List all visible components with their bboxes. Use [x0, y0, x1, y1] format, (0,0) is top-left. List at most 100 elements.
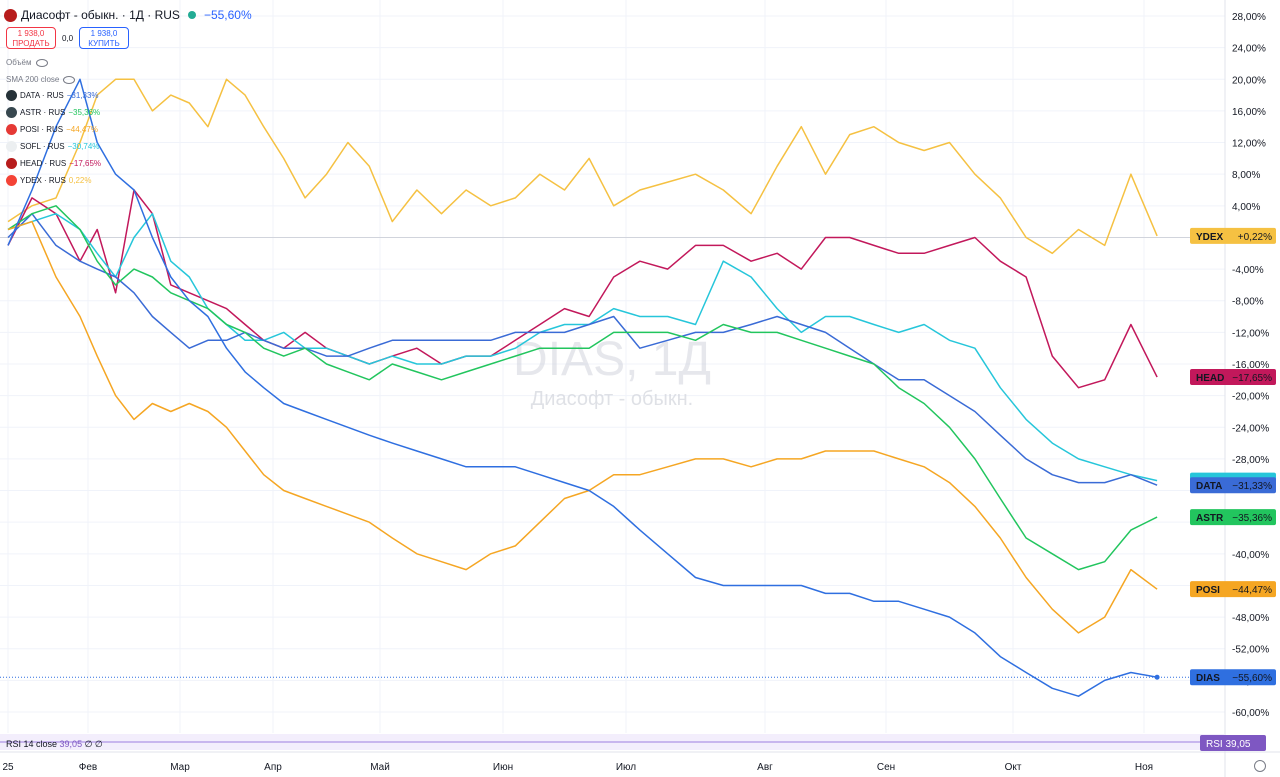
legend-label: HEAD · RUS — [20, 159, 67, 168]
sell-label: ПРОДАТЬ — [12, 39, 50, 48]
POSI-icon — [6, 124, 17, 135]
legend-item-astr[interactable]: ASTR · RUS −35,36% — [6, 107, 100, 118]
legend-label: SOFL · RUS — [20, 142, 65, 151]
watermark-subtitle: Диасофт - обыкн. — [531, 388, 693, 410]
axis-label-name-dias: DIAS — [1196, 673, 1220, 684]
legend-item-ydex[interactable]: YDEX · RUS 0,22% — [6, 175, 91, 186]
y-tick-label: -24,00% — [1232, 423, 1269, 434]
legend-value: −30,74% — [67, 142, 100, 151]
y-tick-label: 4,00% — [1232, 202, 1260, 213]
y-tick-label: -40,00% — [1232, 550, 1269, 561]
x-tick-label: Июл — [616, 762, 636, 773]
axis-label-value-astr: −35,36% — [1232, 513, 1272, 524]
rsi-axis-label-bg — [1200, 735, 1266, 751]
x-tick-label: Мар — [170, 762, 190, 773]
series-line-data[interactable] — [7, 212, 1158, 486]
market-status-icon — [187, 11, 196, 19]
y-tick-label: 20,00% — [1232, 75, 1266, 86]
hidden-eye-icon[interactable] — [35, 58, 48, 67]
legend-label: DATA · RUS — [20, 91, 64, 100]
legend-value: 0,22% — [68, 176, 92, 185]
legend-value: −31,33% — [66, 91, 99, 100]
axis-label-value-dias: −55,60% — [1232, 673, 1272, 684]
SOFL-icon — [6, 141, 17, 152]
axis-label-bg-astr — [1190, 509, 1276, 526]
y-tick-label: -60,00% — [1232, 708, 1269, 719]
y-tick-label: 16,00% — [1232, 107, 1266, 118]
rsi-extra: ∅ ∅ — [84, 739, 103, 749]
axis-label-value-ydex: +0,22% — [1238, 232, 1272, 243]
buy-button[interactable]: 1 938,0 КУПИТЬ — [79, 27, 129, 49]
y-tick-label: 28,00% — [1232, 12, 1266, 23]
symbol-change: −55,60% — [203, 8, 252, 22]
axis-label-value-head: −17,65% — [1232, 373, 1272, 384]
legend-item-posi[interactable]: POSI · RUS −44,47% — [6, 124, 98, 135]
series-line-astr[interactable] — [7, 205, 1158, 571]
y-tick-label: -52,00% — [1232, 645, 1269, 656]
sma-indicator[interactable]: SMA 200 close — [6, 75, 76, 84]
legend-value: −17,65% — [69, 159, 102, 168]
symbol-header[interactable]: Диасофт - обыкн. · 1Д · RUS −55,60% — [4, 8, 252, 22]
axis-label-name-ydex: YDEX — [1196, 232, 1224, 243]
x-tick-label: Сен — [877, 762, 895, 773]
x-tick-label: Май — [370, 762, 390, 773]
y-tick-label: 8,00% — [1232, 170, 1260, 181]
legend-label: YDEX · RUS — [20, 176, 66, 185]
HEAD-icon — [6, 158, 17, 169]
axis-label-name-head: HEAD — [1196, 373, 1224, 384]
legend-item-data[interactable]: DATA · RUS −31,33% — [6, 90, 99, 101]
y-tick-label: 12,00% — [1232, 139, 1266, 150]
legend-item-sofl[interactable]: SOFL · RUS −30,74% — [6, 141, 99, 152]
axis-label-bg-data — [1190, 477, 1276, 494]
axis-label-name-astr: ASTR — [1196, 513, 1224, 524]
axis-label-value-posi: −44,47% — [1232, 585, 1272, 596]
rsi-axis-label: RSI 39,05 — [1206, 739, 1251, 750]
legend-value: −44,47% — [66, 125, 98, 134]
x-tick-label: Авг — [757, 762, 773, 773]
legend-label: ASTR · RUS — [20, 108, 66, 117]
hidden-eye-icon[interactable] — [63, 75, 76, 84]
y-tick-label: -8,00% — [1232, 297, 1264, 308]
buy-price: 1 938,0 — [90, 29, 118, 38]
x-tick-label: Ноя — [1135, 762, 1153, 773]
watermark-title: DIAS, 1Д — [513, 333, 711, 386]
axis-label-name-data: DATA — [1196, 481, 1222, 492]
volume-indicator[interactable]: Объём — [6, 58, 48, 67]
axis-label-bg-head — [1190, 369, 1276, 386]
rsi-label: RSI 14 close — [6, 739, 58, 749]
series-line-sofl[interactable] — [7, 212, 1158, 482]
sell-price: 1 938,0 — [17, 29, 45, 38]
sma-label: SMA 200 close — [6, 75, 60, 84]
y-tick-label: -28,00% — [1232, 455, 1269, 466]
x-tick-label: Окт — [1005, 762, 1022, 773]
x-tick-label: Апр — [264, 762, 282, 773]
DATA-icon — [6, 90, 17, 101]
x-tick-label: Июн — [493, 762, 513, 773]
axis-label-bg-dias — [1190, 669, 1276, 686]
volume-label: Объём — [6, 58, 32, 67]
y-tick-label: 24,00% — [1232, 44, 1266, 55]
legend-item-head[interactable]: HEAD · RUS −17,65% — [6, 158, 101, 169]
y-tick-label: -20,00% — [1232, 392, 1269, 403]
y-tick-label: -12,00% — [1232, 328, 1269, 339]
series-line-dias[interactable] — [7, 78, 1158, 697]
y-tick-label: -4,00% — [1232, 265, 1264, 276]
axis-label-value-data: −31,33% — [1232, 481, 1272, 492]
symbol-title: Диасофт - обыкн. · 1Д · RUS — [21, 8, 180, 22]
axis-label-name-posi: POSI — [1196, 585, 1220, 596]
settings-icon[interactable] — [1254, 760, 1266, 772]
rsi-legend[interactable]: RSI 14 close 39,05 ∅ ∅ — [6, 739, 103, 750]
legend-value: −35,36% — [68, 108, 101, 117]
ASTR-icon — [6, 107, 17, 118]
series-line-posi[interactable] — [7, 220, 1158, 634]
spread-value: 0,0 — [62, 34, 74, 43]
series-line-ydex[interactable] — [7, 78, 1158, 255]
buy-label: КУПИТЬ — [88, 39, 120, 48]
diasoft-logo-icon — [4, 8, 17, 22]
sell-button[interactable]: 1 938,0 ПРОДАТЬ — [6, 27, 56, 49]
rsi-value: 39,05 — [59, 739, 83, 749]
x-tick-label: 25 — [2, 762, 14, 773]
legend-label: POSI · RUS — [20, 125, 64, 134]
last-price-dot — [1154, 674, 1160, 680]
